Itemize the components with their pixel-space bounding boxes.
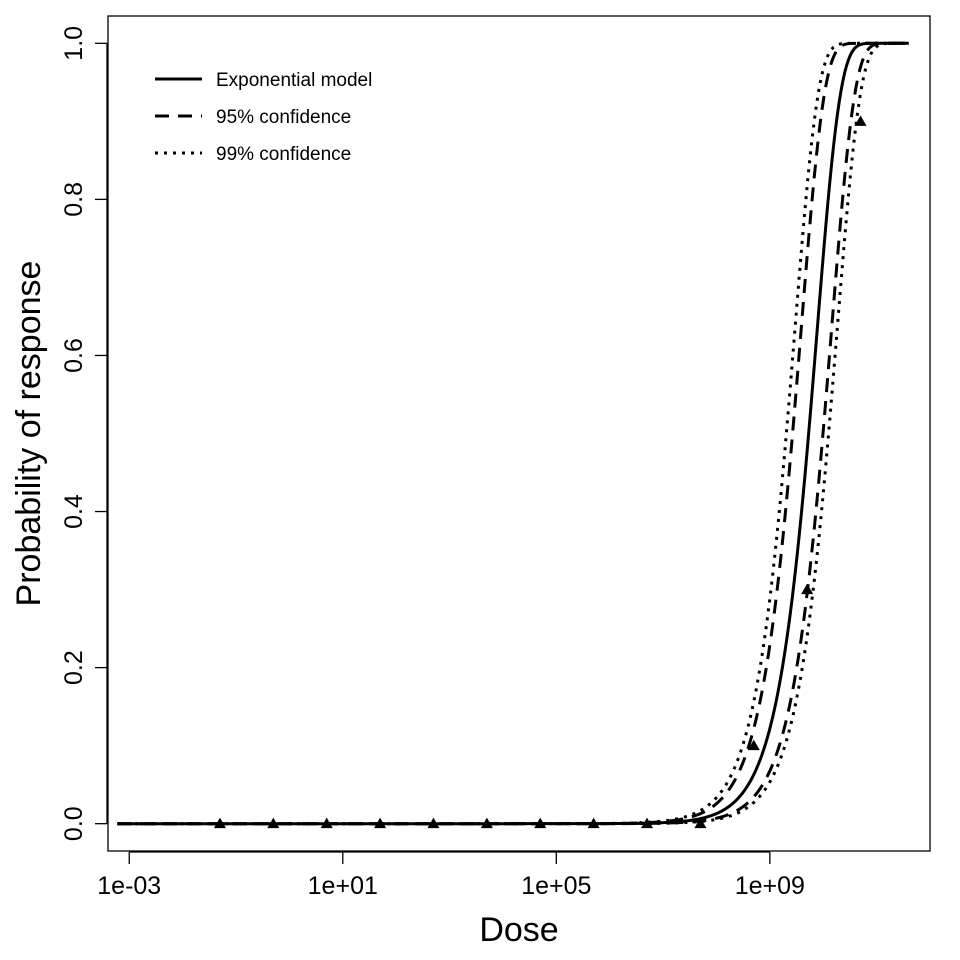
y-tick-label: 0.6 [60,338,88,373]
x-tick-label: 1e+05 [521,872,591,900]
plot-frame [107,15,931,852]
legend-label: 95% confidence [216,107,351,128]
observation-point [320,817,333,829]
y-tick-label: 0.4 [60,494,88,529]
y-tick-label: 0.2 [60,650,88,685]
observation-point [801,583,814,595]
x-tick-label: 1e+01 [308,872,378,900]
x-tick-label: 1e-03 [97,872,161,900]
legend-label: 99% confidence [216,144,351,165]
observation-point [267,817,280,829]
observation-point [641,817,654,829]
legend-label: Exponential model [216,70,372,91]
y-tick-label: 0.0 [60,806,88,841]
observation-point [427,817,440,829]
series-line-dashed [117,41,909,826]
y-axis-title: Probability of response [10,261,48,607]
x-tick-label: 1e+09 [735,872,805,900]
observation-point [747,739,760,751]
observation-point [534,817,547,829]
x-axis-title: Dose [479,911,558,949]
observation-point [374,817,387,829]
observation-point [854,115,867,126]
observation-point [213,817,226,829]
observation-point [694,817,707,829]
observation-point [587,817,600,829]
observation-point [480,817,493,829]
y-tick-label: 1.0 [60,26,88,61]
y-tick-label: 0.8 [60,182,88,217]
